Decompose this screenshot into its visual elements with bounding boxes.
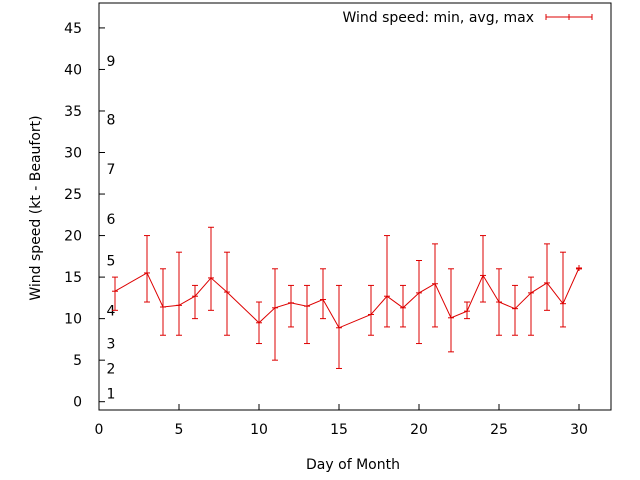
error-bar (256, 301, 262, 345)
error-bar (224, 251, 230, 336)
error-bar (560, 251, 566, 328)
beaufort-labels: 1 2 3 4 5 6 7 8 9 (107, 54, 116, 402)
beaufort-label: 1 (107, 386, 116, 402)
y-tick-label: 10 (64, 312, 82, 328)
series-layer (112, 226, 582, 369)
error-bar (288, 284, 294, 328)
error-bar (448, 268, 454, 353)
error-bar (368, 284, 374, 336)
error-bar (512, 284, 518, 336)
beaufort-label: 3 (107, 337, 116, 353)
plot-border (98, 2, 612, 411)
error-bar (400, 284, 406, 328)
x-tick-label: 30 (570, 422, 588, 438)
beaufort-label: 9 (107, 54, 116, 70)
y-tick-label: 5 (73, 353, 82, 369)
legend-label: Wind speed: min, avg, max (342, 10, 534, 26)
error-bar (208, 226, 214, 311)
y-tick-label: 0 (73, 395, 82, 411)
error-bar (304, 284, 310, 345)
error-bar (480, 235, 486, 303)
error-bar (496, 268, 502, 336)
y-tick-label: 30 (64, 146, 82, 162)
error-bar (160, 268, 166, 336)
x-tick-label: 10 (250, 422, 268, 438)
error-bar (176, 251, 182, 336)
error-bar (320, 268, 326, 320)
error-bar (528, 276, 534, 336)
legend: Wind speed: min, avg, max (342, 10, 593, 26)
error-bar (544, 243, 550, 311)
beaufort-label: 7 (107, 162, 116, 178)
x-tick-label: 25 (490, 422, 508, 438)
x-tick-label: 15 (330, 422, 348, 438)
y-tick-label: 25 (64, 187, 82, 203)
beaufort-label: 4 (107, 303, 116, 319)
error-bar (416, 259, 422, 345)
x-axis-label: Day of Month (306, 457, 400, 473)
y-tick-label: 45 (64, 21, 82, 37)
beaufort-label: 5 (107, 253, 116, 269)
error-bar (192, 284, 198, 320)
error-bar (144, 235, 150, 303)
error-bar (272, 268, 278, 361)
beaufort-label: 6 (107, 212, 116, 228)
error-bar (432, 243, 438, 328)
x-tick-label: 0 (95, 422, 104, 438)
y-tick-label: 35 (64, 104, 82, 120)
x-tick-label: 20 (410, 422, 428, 438)
beaufort-label: 8 (107, 112, 116, 128)
error-bar (336, 284, 342, 369)
beaufort-label: 2 (107, 361, 116, 377)
error-bar (464, 301, 470, 320)
error-bar (576, 264, 582, 271)
y-tick-label: 20 (64, 229, 82, 245)
y-tick-label: 15 (64, 270, 82, 286)
y-tick-label: 40 (64, 62, 82, 78)
error-bar (384, 235, 390, 328)
error-bar (112, 276, 118, 311)
x-tick-label: 5 (175, 422, 184, 438)
series-line (114, 267, 580, 329)
y-axis-label: Wind speed (kt - Beaufort) (28, 115, 44, 300)
